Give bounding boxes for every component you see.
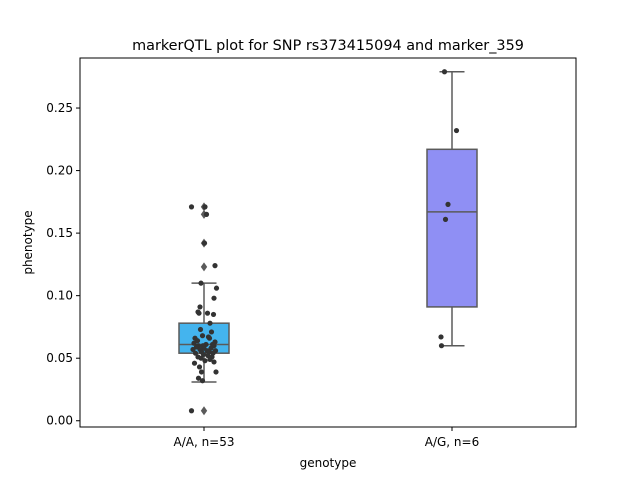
data-point xyxy=(203,211,210,217)
chart-title: markerQTL plot for SNP rs373415094 and m… xyxy=(132,38,524,54)
data-point xyxy=(201,240,208,246)
data-point xyxy=(190,346,196,353)
data-point xyxy=(196,310,202,316)
data-point xyxy=(211,359,217,365)
box-body xyxy=(426,148,478,308)
data-point xyxy=(200,351,207,358)
data-point xyxy=(210,311,217,318)
box-group xyxy=(426,69,478,349)
data-point xyxy=(213,369,219,375)
x-tick-label: A/A, n=53 xyxy=(173,435,234,449)
data-point xyxy=(198,280,204,286)
data-point xyxy=(453,127,460,134)
data-point xyxy=(196,364,203,370)
data-point xyxy=(206,335,213,341)
data-point xyxy=(207,320,213,326)
data-point xyxy=(197,304,203,310)
data-point xyxy=(192,350,199,356)
data-point xyxy=(438,334,444,340)
x-axis: A/A, n=53 A/G, n=6 xyxy=(173,427,479,449)
data-point xyxy=(191,340,197,346)
y-axis-label: phenotype xyxy=(21,210,35,274)
data-point xyxy=(211,295,217,301)
data-point xyxy=(188,408,195,414)
data-point xyxy=(212,263,218,269)
data-point xyxy=(199,333,206,339)
data-point xyxy=(445,201,451,207)
data-point xyxy=(198,355,204,361)
data-point xyxy=(202,358,208,364)
data-point xyxy=(438,343,445,349)
data-point xyxy=(198,369,205,375)
y-axis: 0.00 0.05 0.10 0.15 0.20 0.25 xyxy=(46,101,80,428)
data-point xyxy=(441,69,448,75)
data-point xyxy=(199,378,206,384)
y-tick-label: 0.10 xyxy=(46,289,73,303)
outlier-marker xyxy=(200,406,208,416)
data-point xyxy=(188,204,195,210)
y-tick-label: 0.20 xyxy=(46,164,73,178)
data-point xyxy=(202,204,208,210)
box-group xyxy=(178,202,230,416)
x-tick-label: A/G, n=6 xyxy=(425,435,479,449)
x-axis-label: genotype xyxy=(300,456,357,470)
y-tick-label: 0.05 xyxy=(46,351,73,365)
data-point xyxy=(204,310,211,316)
data-point xyxy=(197,326,204,333)
data-point xyxy=(195,375,202,381)
plot-frame xyxy=(79,57,577,428)
data-point xyxy=(208,329,215,335)
data-point xyxy=(191,360,198,366)
y-tick-label: 0.15 xyxy=(46,226,73,240)
plot-area xyxy=(178,69,478,416)
data-point xyxy=(213,285,220,291)
data-point xyxy=(442,216,449,222)
outlier-marker xyxy=(200,262,208,272)
data-point xyxy=(207,356,213,363)
y-tick-label: 0.00 xyxy=(46,414,73,428)
y-tick-label: 0.25 xyxy=(46,101,73,115)
